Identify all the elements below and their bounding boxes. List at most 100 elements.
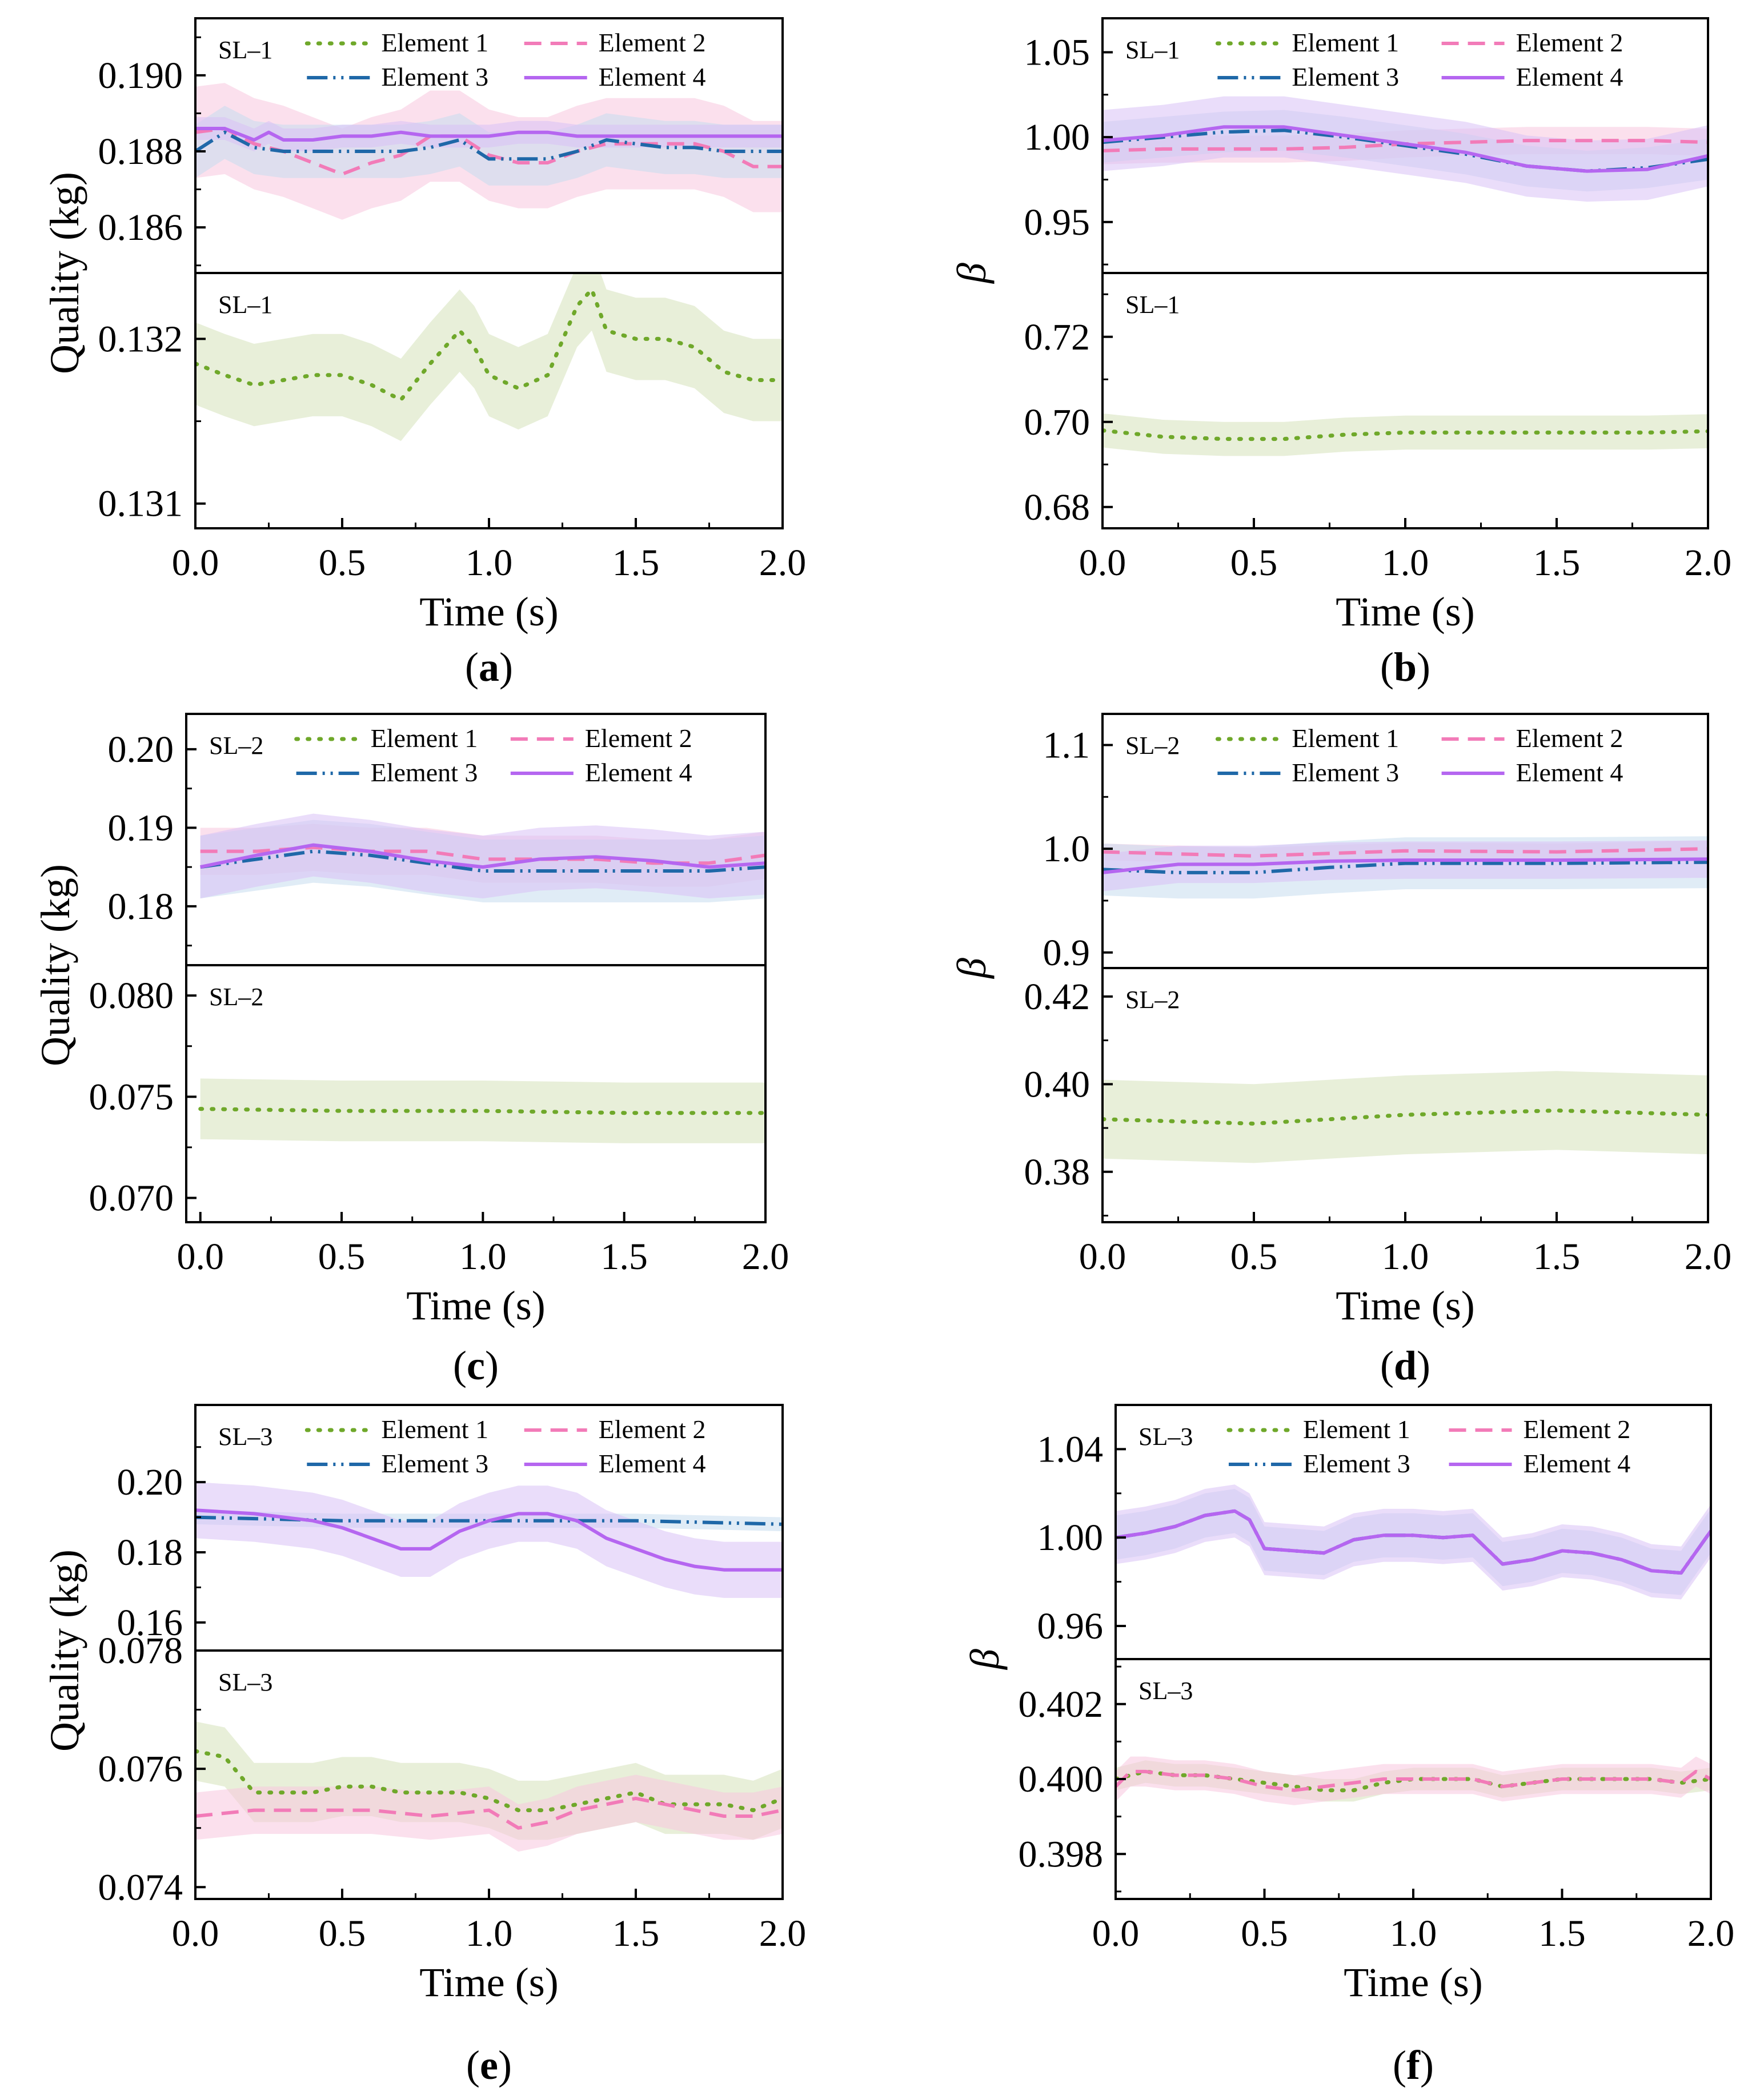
caption-paren-open: ( [465,644,479,690]
caption-paren-close: ) [498,2042,512,2088]
y-tick-label: 0.68 [1024,487,1091,528]
x-tick-label: 2.0 [1687,1913,1735,1954]
x-tick-label: 1.5 [1538,1913,1586,1954]
subplot-label: SL–2 [209,732,263,760]
caption-letter: c [467,1343,485,1388]
series-line-element-2 [195,1796,783,1830]
y-tick-label: 1.00 [1024,117,1091,158]
panel-e: 0.16 0.18 0.20 SL–3 0.074 0.076 0.078 SL–3 Eleme… [42,1404,806,2088]
x-axis-title: Time (s) [1336,589,1474,635]
legend-label-element-3: Element 3 [1292,758,1399,787]
legend-label-element-2: Element 2 [599,1415,706,1444]
plot-area-bottom [195,273,783,441]
legend-label-element-2: Element 2 [1516,724,1623,753]
legend-label-element-2: Element 2 [1524,1415,1631,1444]
band-element-4 [195,1482,783,1598]
series-line-element-4 [195,127,783,142]
subplot-label: SL–3 [1138,1677,1193,1705]
caption-letter: b [1394,644,1417,690]
y-tick-label: 0.20 [117,1461,183,1503]
x-tick-label: 0.0 [172,1913,219,1954]
band-element-1 [200,1078,765,1143]
panel-caption: (c) [453,1343,499,1388]
x-tick-label: 1.0 [459,1236,507,1278]
series-line-element-2 [195,127,783,176]
legend-label-element-2: Element 2 [585,724,692,753]
subplot-label: SL–3 [218,1423,272,1451]
y-tick-label: 1.05 [1024,31,1091,73]
x-axis-title: Time (s) [1344,1960,1482,2005]
series-line-element-1 [198,1107,765,1115]
caption-letter: d [1394,1343,1417,1388]
series-line-element-3 [1102,860,1708,874]
band-element-1 [195,273,783,441]
subplot-label: SL–1 [218,291,272,319]
y-tick-label: 0.398 [1019,1833,1104,1875]
series-line-element-1 [1102,1108,1708,1126]
caption-letter: a [479,644,499,690]
x-tick-label: 0.0 [172,542,219,584]
plot-area-bottom [198,1078,765,1143]
series-line-element-4 [1116,1509,1711,1575]
x-tick-label: 1.0 [1382,1236,1429,1278]
y-axis-title: Quality (kg) [33,864,78,1066]
y-tick-label: 0.402 [1019,1684,1104,1725]
subplot-label: SL–3 [218,1668,272,1696]
caption-paren-close: ) [1420,2042,1434,2088]
series-line-element-3 [195,130,783,161]
legend-label-element-1: Element 1 [1303,1415,1410,1444]
band-element-1 [1102,413,1708,456]
caption-paren-close: ) [485,1343,499,1388]
panel-caption: (b) [1380,644,1430,690]
series-line-element-4 [1102,857,1708,874]
legend-label-element-1: Element 1 [1292,28,1399,57]
x-tick-label: 0.5 [318,1236,366,1278]
subplot-label: SL–2 [1125,732,1180,760]
legend-label-element-3: Element 3 [371,758,478,787]
caption-paren-open: ( [1380,1343,1394,1388]
x-axis-title: Time (s) [1336,1283,1474,1328]
band-element-4 [195,117,783,151]
series-line-element-4 [200,843,765,869]
subplot-label: SL–1 [1125,36,1180,64]
y-axis-title: Quality (kg) [42,1549,87,1752]
subplot-label: SL–3 [1138,1423,1193,1451]
y-tick-label: 0.080 [89,975,174,1017]
band-element-4 [1116,1484,1711,1600]
caption-paren-close: ) [1417,1343,1430,1388]
panel-a: 0.186 0.188 0.190 SL–1 0.131 0.132 SL–1 Element… [42,17,806,690]
x-tick-label: 1.5 [612,1913,660,1954]
legend-label-element-3: Element 3 [1303,1449,1410,1478]
panel-b: 0.95 1.00 1.05 SL–1 0.68 0.70 0.72 SL–1 Element … [949,17,1731,690]
legend-label-element-3: Element 3 [381,1449,488,1478]
band-element-4 [200,813,765,899]
plot-area-top [200,813,765,902]
legend-label-element-3: Element 3 [381,62,488,91]
series-line-element-3 [200,849,765,873]
caption-letter: e [480,2042,498,2088]
y-axis-title: β [962,1649,1008,1671]
y-tick-label: 0.70 [1024,401,1091,443]
panel-caption: (a) [465,644,513,690]
x-tick-label: 1.5 [600,1236,648,1278]
x-tick-label: 0.0 [1079,542,1126,584]
plot-area-bottom [195,1721,783,1852]
caption-letter: f [1406,2042,1421,2088]
y-tick-label: 0.188 [98,131,183,172]
band-element-4 [1102,96,1708,202]
y-tick-label: 0.38 [1024,1151,1091,1193]
subplot-label: SL–2 [1125,986,1180,1014]
x-tick-label: 0.5 [319,1913,366,1954]
caption-paren-close: ) [1417,644,1430,690]
y-tick-label: 0.190 [98,55,183,97]
caption-paren-open: ( [1380,644,1394,690]
x-tick-label: 0.5 [1241,1913,1288,1954]
x-tick-label: 1.0 [466,1913,513,1954]
y-tick-label: 0.075 [89,1076,174,1118]
y-tick-label: 0.16 [117,1602,183,1644]
y-tick-label: 0.132 [98,318,183,360]
legend-label-element-2: Element 2 [599,28,706,57]
band-element-2 [1116,1756,1711,1805]
x-tick-label: 1.0 [1390,1913,1437,1954]
